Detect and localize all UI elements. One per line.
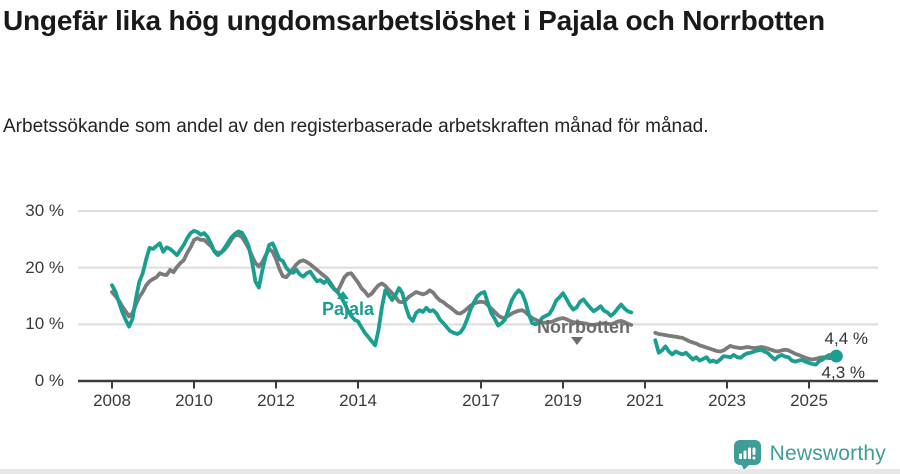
series-line-pajala <box>110 228 634 348</box>
chart-title: Ungefär lika hög ungdomsarbetslöshet i P… <box>3 5 825 36</box>
x-tick-label: 2023 <box>708 391 746 410</box>
y-tick-label: 30 % <box>25 200 64 220</box>
x-tick-label: 2010 <box>175 391 213 410</box>
end-value-pajala: 4,4 % <box>824 329 868 348</box>
newsworthy-logo-icon <box>733 439 761 470</box>
series-line-norrbotten <box>653 330 839 362</box>
series-label-norrbotten-text: Norrbotten <box>537 317 630 337</box>
y-tick-label: 20 % <box>25 257 64 277</box>
x-tick-label: 2017 <box>462 391 500 410</box>
series-label-pajala-text: Pajala <box>322 299 375 319</box>
y-tick-label: 10 % <box>25 314 64 334</box>
bottom-strip <box>0 469 900 474</box>
series-label-norrbotten: Norrbotten <box>537 317 630 345</box>
series-label-pajala: Pajala <box>322 291 375 320</box>
end-value-norrbotten: 4,3 % <box>821 363 865 382</box>
latest-value-dot <box>829 349 843 363</box>
series-line-norrbotten <box>110 232 634 327</box>
x-tick-label: 2008 <box>93 391 131 410</box>
x-tick-label: 2021 <box>626 391 664 410</box>
series-line-pajala <box>653 338 839 367</box>
pointer-down-icon <box>571 337 583 345</box>
x-tick-label: 2012 <box>257 391 295 410</box>
x-tick-label: 2019 <box>544 391 582 410</box>
brand-name: Newsworthy <box>769 442 886 465</box>
chart-subtitle: Arbetssökande som andel av den registerb… <box>3 116 709 137</box>
newsworthy-branding: Newsworthy <box>733 438 886 470</box>
pointer-up-icon <box>337 291 349 299</box>
x-tick-label: 2014 <box>339 391 377 410</box>
y-tick-label: 0 % <box>34 371 64 390</box>
x-tick-label: 2025 <box>790 391 828 410</box>
